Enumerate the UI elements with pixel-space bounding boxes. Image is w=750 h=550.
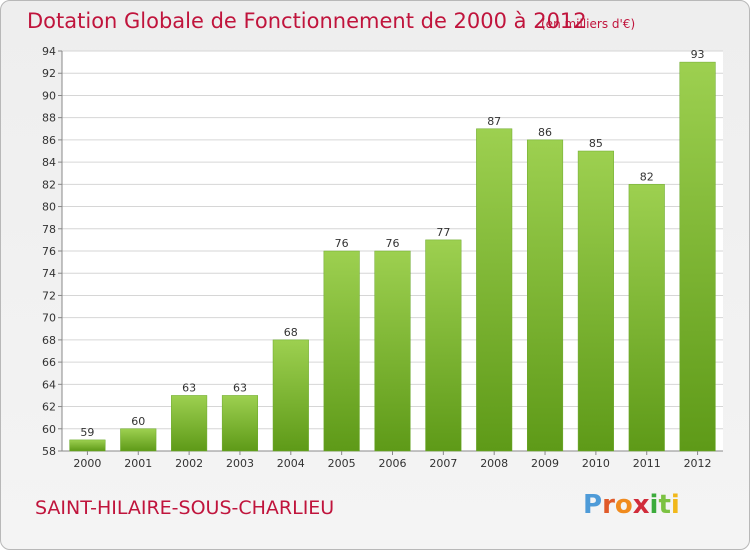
x-tick-label: 2000 — [73, 457, 101, 470]
x-tick-label: 2011 — [633, 457, 661, 470]
y-tick-label: 82 — [42, 178, 56, 191]
y-tick-label: 84 — [42, 156, 56, 169]
y-tick-label: 74 — [42, 267, 56, 280]
y-tick-label: 72 — [42, 289, 56, 302]
y-tick-label: 94 — [42, 45, 56, 58]
y-tick-label: 92 — [42, 67, 56, 80]
bar — [374, 250, 411, 452]
y-tick-label: 86 — [42, 134, 56, 147]
bar — [221, 395, 259, 452]
y-tick-label: 68 — [42, 334, 56, 347]
proxiti-logo: Proxiti — [583, 490, 680, 520]
x-tick-label: 2006 — [379, 457, 407, 470]
y-tick-label: 78 — [42, 223, 56, 236]
data-label: 63 — [182, 381, 196, 394]
bar — [526, 139, 564, 452]
data-label: 87 — [487, 115, 501, 128]
x-tick-label: 2007 — [429, 457, 457, 470]
commune-name: SAINT-HILAIRE-SOUS-CHARLIEU — [35, 497, 335, 519]
data-label: 76 — [335, 237, 349, 250]
y-tick-label: 80 — [42, 201, 56, 214]
y-tick-label: 76 — [42, 245, 56, 258]
bar — [171, 395, 208, 452]
data-label: 76 — [386, 237, 400, 250]
data-label: 85 — [589, 137, 603, 150]
bar — [679, 61, 716, 452]
data-label: 86 — [538, 126, 552, 139]
bar — [425, 239, 462, 452]
bar — [476, 128, 513, 452]
y-tick-label: 60 — [42, 423, 56, 436]
y-tick-label: 88 — [42, 112, 56, 125]
data-label: 82 — [640, 170, 654, 183]
x-tick-label: 2004 — [277, 457, 305, 470]
x-tick-label: 2008 — [480, 457, 508, 470]
data-label: 59 — [80, 426, 94, 439]
bar — [69, 439, 106, 452]
data-label: 63 — [233, 381, 247, 394]
bar — [577, 150, 614, 452]
y-tick-label: 90 — [42, 89, 56, 102]
x-tick-label: 2001 — [124, 457, 152, 470]
x-tick-label: 2010 — [582, 457, 610, 470]
y-tick-label: 66 — [42, 356, 56, 369]
y-tick-label: 62 — [42, 401, 56, 414]
data-label: 68 — [284, 326, 298, 339]
data-label: 93 — [691, 48, 705, 61]
x-tick-label: 2003 — [226, 457, 254, 470]
y-tick-label: 64 — [42, 378, 56, 391]
chart-subtitle: (en milliers d'€) — [541, 17, 636, 31]
bar — [272, 339, 309, 452]
bar — [628, 184, 665, 452]
x-tick-label: 2009 — [531, 457, 559, 470]
y-tick-label: 58 — [42, 445, 56, 458]
x-tick-label: 2005 — [328, 457, 356, 470]
y-tick-label: 70 — [42, 312, 56, 325]
x-tick-label: 2012 — [684, 457, 712, 470]
chart-title: Dotation Globale de Fonctionnement de 20… — [27, 9, 587, 33]
x-tick-label: 2002 — [175, 457, 203, 470]
data-label: 77 — [436, 226, 450, 239]
bar — [120, 428, 157, 452]
data-label: 60 — [131, 415, 145, 428]
bar — [323, 250, 360, 452]
